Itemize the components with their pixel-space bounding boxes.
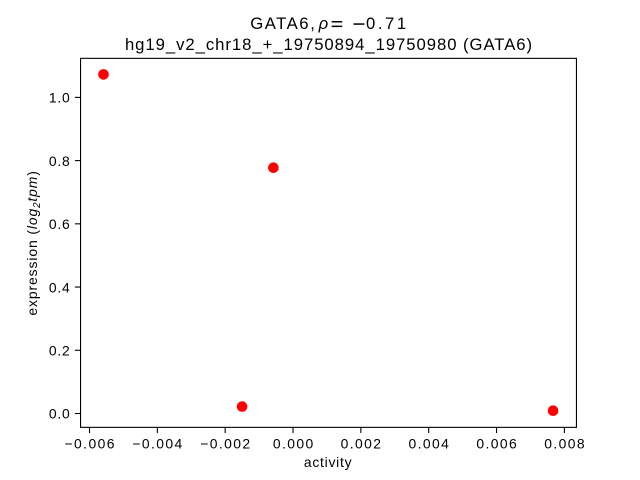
svg-text:activity: activity [304, 454, 352, 470]
svg-text:hg19_v2_chr18_+_19750894_19750: hg19_v2_chr18_+_19750894_19750980 (GATA6… [125, 35, 533, 54]
svg-text:0.002: 0.002 [341, 435, 383, 451]
svg-text:0.6: 0.6 [49, 216, 71, 232]
svg-text:0.0: 0.0 [49, 406, 71, 422]
svg-text:−0.004: −0.004 [132, 435, 183, 451]
svg-text:0.006: 0.006 [476, 435, 518, 451]
svg-text:0.8: 0.8 [49, 153, 71, 169]
svg-text:0.004: 0.004 [409, 435, 451, 451]
svg-text:0.008: 0.008 [544, 435, 586, 451]
svg-text:1.0: 1.0 [49, 90, 71, 106]
svg-text:−0.002: −0.002 [200, 435, 251, 451]
svg-text:0.4: 0.4 [49, 279, 71, 295]
svg-text:GATA6,ρ0.71: GATA6, ρ 0.71 [250, 14, 408, 33]
svg-text:−0.006: −0.006 [65, 435, 116, 451]
svg-text:0.2: 0.2 [49, 343, 71, 359]
svg-text:0.000: 0.000 [273, 435, 315, 451]
